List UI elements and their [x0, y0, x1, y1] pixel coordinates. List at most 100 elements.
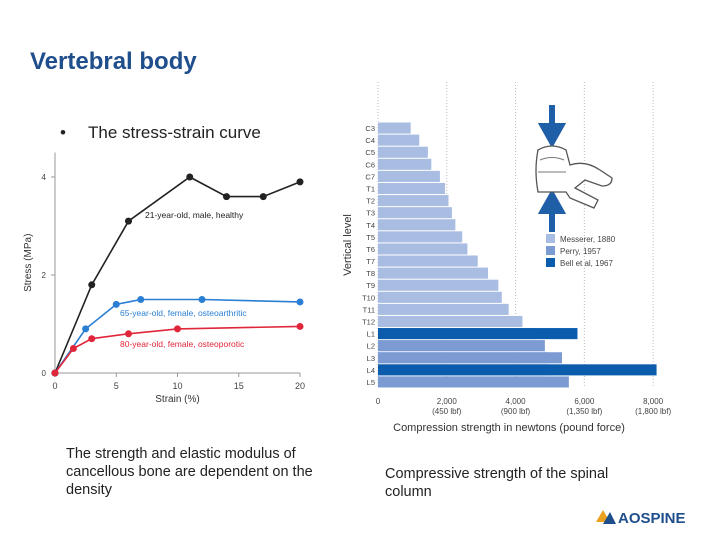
y-tick-label: T1	[366, 185, 375, 194]
y-tick-label: 0	[42, 369, 47, 378]
y-tick-label: T8	[366, 269, 375, 278]
bar	[378, 243, 468, 255]
x-axis-label: Strain (%)	[155, 394, 199, 405]
bar	[378, 303, 509, 315]
data-point	[88, 335, 96, 343]
x-tick-sublabel: (450 lbf)	[432, 407, 462, 416]
bar	[378, 122, 411, 134]
slide-title: Vertebral body	[30, 48, 197, 75]
y-tick-label: L1	[367, 330, 375, 339]
data-point	[296, 298, 304, 306]
x-tick-label: 0	[52, 381, 57, 391]
y-tick-label: C3	[365, 124, 375, 133]
series-label: 21-year-old, male, healthy	[145, 210, 244, 220]
legend-label: Bell et al, 1967	[560, 259, 613, 268]
y-axis-label: Vertical level	[342, 214, 354, 276]
y-tick-label: C7	[365, 172, 375, 181]
caption-left: The strength and elastic modulus of canc…	[66, 446, 313, 498]
y-tick-label: 2	[42, 271, 47, 280]
y-tick-label: T7	[366, 257, 375, 266]
bar	[378, 146, 428, 158]
y-tick-label: L3	[367, 354, 375, 363]
y-tick-label: T9	[366, 281, 375, 290]
x-tick-label: 4,000	[506, 397, 527, 406]
y-tick-label: T3	[366, 209, 375, 218]
y-tick-label: T11	[363, 305, 375, 314]
bar	[378, 219, 456, 231]
data-point	[125, 217, 132, 225]
y-tick-label: T12	[362, 318, 375, 327]
y-tick-label: T10	[362, 293, 375, 302]
bar	[378, 340, 545, 352]
y-tick-label: T4	[366, 221, 375, 230]
bullet-text: The stress-strain curve	[88, 123, 261, 142]
x-tick-label: 8,000	[643, 397, 664, 406]
y-tick-label: L5	[367, 378, 375, 387]
x-tick-sublabel: (900 lbf)	[501, 407, 531, 416]
x-tick-sublabel: (1,800 lbf)	[635, 407, 671, 416]
legend-swatch	[546, 246, 555, 255]
data-point	[137, 296, 145, 303]
x-tick-label: 15	[234, 381, 244, 391]
data-point	[223, 193, 230, 201]
x-tick-label: 2,000	[437, 397, 458, 406]
data-point	[186, 173, 194, 181]
data-point	[112, 300, 120, 308]
y-tick-label: C6	[365, 160, 375, 169]
bar	[378, 134, 420, 146]
x-tick-label: 5	[114, 381, 119, 391]
data-point	[88, 281, 96, 289]
bar	[378, 352, 562, 364]
x-tick-label: 10	[172, 381, 182, 391]
data-point	[174, 325, 181, 333]
bar	[378, 328, 578, 340]
data-point	[198, 296, 206, 303]
bullet-marker: •	[60, 123, 66, 142]
bar	[378, 195, 449, 207]
bar	[378, 255, 478, 267]
y-axis-label: Stress (MPa)	[23, 234, 34, 292]
data-point	[125, 330, 132, 338]
y-tick-label: C4	[365, 136, 375, 145]
data-point	[296, 322, 304, 330]
y-tick-label: L4	[367, 366, 375, 375]
x-axis-label: Compression strength in newtons (pound f…	[393, 422, 625, 434]
series-label: 65-year-old, female, osteoarthritic	[120, 308, 247, 318]
caption-right: Compressive strength of the spinal colum…	[385, 466, 609, 500]
bar	[378, 291, 502, 303]
series-line	[54, 298, 301, 374]
series-line	[54, 325, 301, 374]
legend-swatch	[546, 234, 555, 243]
logo-ao: AO	[618, 510, 641, 527]
logo-spine: SPINE	[641, 510, 686, 527]
data-point	[69, 345, 77, 352]
bar	[378, 267, 489, 279]
logo: AOSPINE	[596, 510, 686, 527]
data-point	[51, 369, 59, 377]
bar	[378, 364, 657, 376]
data-point	[82, 325, 90, 333]
bar	[378, 182, 446, 195]
y-tick-label: C5	[365, 148, 375, 157]
y-tick-label: T6	[366, 245, 375, 254]
series-label: 80-year-old, female, osteoporotic	[120, 339, 245, 349]
legend-label: Perry, 1957	[560, 247, 601, 256]
bar	[378, 207, 452, 219]
bar	[378, 231, 463, 243]
legend-label: Messerer, 1880	[560, 235, 616, 244]
y-tick-label: T2	[366, 197, 375, 206]
x-tick-sublabel: (1,350 lbf)	[566, 407, 602, 416]
y-tick-label: T5	[366, 233, 375, 242]
bar	[378, 158, 432, 170]
bar	[378, 170, 440, 182]
bar	[378, 315, 523, 328]
x-tick-label: 0	[376, 397, 381, 406]
data-point	[259, 193, 267, 201]
x-tick-label: 20	[295, 381, 305, 391]
y-tick-label: L2	[367, 342, 375, 351]
logo-text: AOSPINE	[618, 510, 686, 527]
y-tick-label: 4	[42, 173, 47, 182]
data-point	[296, 178, 304, 186]
